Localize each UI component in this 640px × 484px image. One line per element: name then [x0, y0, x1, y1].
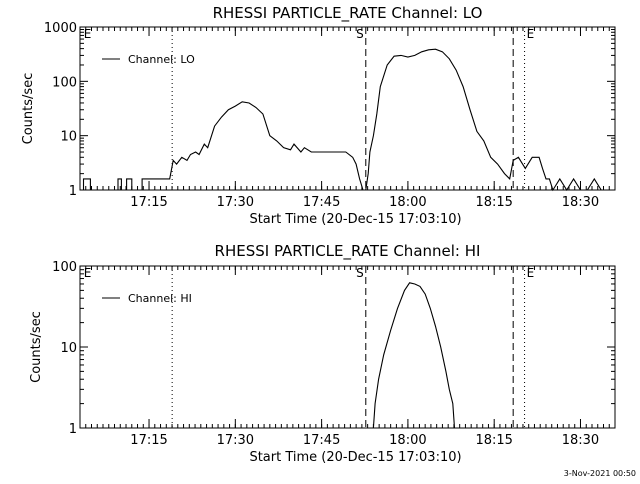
x-axis-label: Start Time (20-Dec-15 17:03:10) — [249, 450, 461, 465]
chart-title: RHESSI PARTICLE_RATE Channel: LO — [213, 4, 483, 23]
event-marker-label: E — [527, 27, 535, 41]
y-axis-label: Counts/sec — [21, 73, 36, 145]
x-tick-label: 18:00 — [389, 433, 426, 448]
y-axis-label: Counts/sec — [29, 311, 44, 383]
x-tick-label: 18:15 — [475, 433, 512, 448]
x-tick-label: 17:15 — [130, 195, 167, 210]
series-line — [80, 48, 615, 192]
event-marker-label: E — [527, 266, 535, 280]
y-tick-label: 10 — [60, 341, 77, 356]
plot-frame — [79, 26, 616, 191]
plot-frame — [79, 265, 616, 429]
event-marker-label: E — [84, 27, 92, 41]
event-marker-label: E — [84, 266, 92, 280]
x-axis-label: Start Time (20-Dec-15 17:03:10) — [249, 212, 461, 227]
y-tick-label: 100 — [52, 260, 77, 275]
chart-title: RHESSI PARTICLE_RATE Channel: HI — [215, 242, 481, 261]
y-tick-label: 10 — [60, 130, 77, 145]
event-marker-label: S — [356, 27, 364, 41]
y-tick-label: 1 — [69, 184, 77, 199]
legend-label: Channel: LO — [128, 53, 195, 66]
x-tick-label: 18:00 — [389, 195, 426, 210]
y-tick-label: 1 — [69, 422, 77, 437]
x-tick-label: 18:15 — [475, 195, 512, 210]
x-tick-label: 18:30 — [562, 195, 599, 210]
legend-label: Channel: HI — [128, 292, 192, 305]
footer-date: 3-Nov-2021 00:50 — [563, 469, 636, 478]
y-tick-label: 1000 — [44, 21, 77, 36]
x-tick-label: 17:45 — [303, 433, 340, 448]
y-tick-label: 100 — [52, 75, 77, 90]
event-marker-label: S — [356, 266, 364, 280]
x-tick-label: 17:30 — [217, 195, 254, 210]
x-tick-label: 17:30 — [217, 433, 254, 448]
x-tick-label: 17:15 — [130, 433, 167, 448]
x-tick-label: 18:30 — [562, 433, 599, 448]
x-tick-label: 17:45 — [303, 195, 340, 210]
series-line — [372, 282, 456, 429]
